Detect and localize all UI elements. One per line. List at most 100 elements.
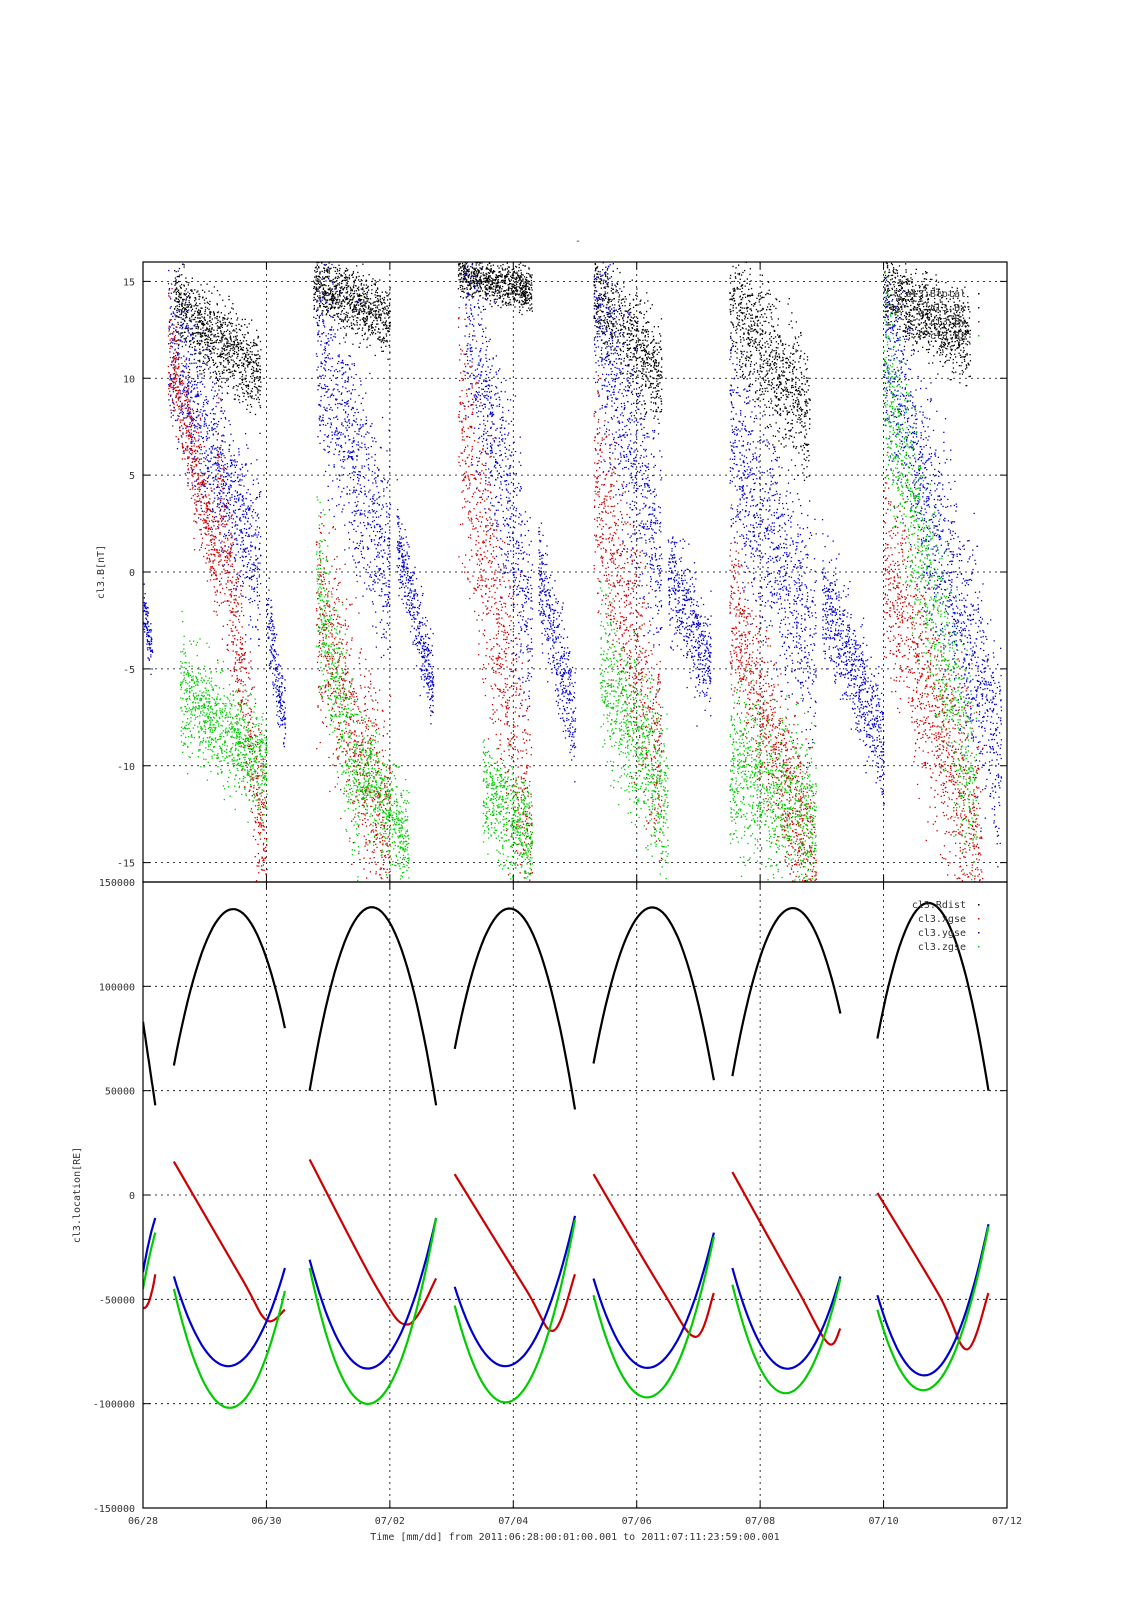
scatter-point xyxy=(490,275,491,276)
scatter-point xyxy=(807,356,808,357)
scatter-point xyxy=(740,376,741,377)
scatter-point xyxy=(313,281,314,282)
scatter-point xyxy=(189,302,190,303)
scatter-point xyxy=(315,318,316,319)
scatter-point xyxy=(633,317,634,318)
scatter-point xyxy=(344,306,345,307)
scatter-point xyxy=(179,300,180,301)
scatter-point xyxy=(323,289,324,290)
scatter-point xyxy=(480,286,481,287)
scatter-point xyxy=(240,349,241,350)
scatter-point xyxy=(463,280,464,281)
scatter-point xyxy=(207,321,208,322)
scatter-point xyxy=(364,301,365,302)
scatter-point xyxy=(918,301,919,302)
scatter-point xyxy=(494,283,495,284)
scatter-point xyxy=(257,392,258,393)
scatter-point xyxy=(256,363,257,364)
scatter-point xyxy=(195,317,196,318)
scatter-point xyxy=(368,286,369,287)
scatter-point xyxy=(751,310,752,311)
scatter-point xyxy=(620,348,621,349)
scatter-point xyxy=(743,337,744,338)
scatter-point xyxy=(789,435,790,436)
scatter-point xyxy=(616,399,617,400)
scatter-point xyxy=(359,309,360,310)
scatter-point xyxy=(905,312,906,313)
scatter-point xyxy=(243,336,244,337)
scatter-point xyxy=(742,307,743,308)
scatter-point xyxy=(211,329,212,330)
scatter-point xyxy=(966,365,967,366)
scatter-point xyxy=(196,328,197,329)
scatter-point xyxy=(257,388,258,389)
scatter-point xyxy=(224,318,225,319)
scatter-point xyxy=(257,365,258,366)
scatter-point xyxy=(603,287,604,288)
scatter-point xyxy=(745,286,746,287)
scatter-point xyxy=(635,295,636,296)
scatter-point xyxy=(219,316,220,317)
scatter-point xyxy=(383,309,384,310)
scatter-point xyxy=(375,355,376,356)
scatter-point xyxy=(366,294,367,295)
scatter-point xyxy=(525,289,526,290)
scatter-point xyxy=(780,341,781,342)
scatter-point xyxy=(746,314,747,315)
scatter-point xyxy=(318,281,319,282)
scatter-point xyxy=(658,386,659,387)
scatter-point xyxy=(214,315,215,316)
scatter-point xyxy=(352,344,353,345)
scatter-point xyxy=(612,326,613,327)
scatter-point xyxy=(804,422,805,423)
scatter-point xyxy=(220,342,221,343)
scatter-point xyxy=(637,344,638,345)
scatter-point xyxy=(222,399,223,400)
scatter-point xyxy=(901,312,902,313)
scatter-point xyxy=(376,282,377,283)
scatter-point xyxy=(508,297,509,298)
scatter-point xyxy=(750,342,751,343)
scatter-point xyxy=(502,286,503,287)
scatter-point xyxy=(926,306,927,307)
scatter-point xyxy=(223,322,224,323)
scatter-point xyxy=(224,335,225,336)
scatter-point xyxy=(471,287,472,288)
scatter-point xyxy=(653,347,654,348)
scatter-point xyxy=(596,314,597,315)
scatter-point xyxy=(913,320,914,321)
scatter-point xyxy=(770,332,771,333)
scatter-point xyxy=(529,289,530,290)
scatter-point xyxy=(745,358,746,359)
scatter-point xyxy=(463,269,464,270)
scatter-point xyxy=(197,312,198,313)
scatter-point xyxy=(481,260,482,261)
scatter-point xyxy=(255,387,256,388)
scatter-point xyxy=(176,310,177,311)
scatter-point xyxy=(772,361,773,362)
scatter-point xyxy=(341,303,342,304)
scatter-point xyxy=(361,311,362,312)
scatter-point xyxy=(221,340,222,341)
scatter-point xyxy=(510,294,511,295)
scatter-point xyxy=(656,360,657,361)
scatter-point xyxy=(747,318,748,319)
scatter-point xyxy=(740,310,741,311)
scatter-point xyxy=(207,339,208,340)
scatter-point xyxy=(218,356,219,357)
scatter-point xyxy=(749,358,750,359)
scatter-point xyxy=(182,299,183,300)
scatter-point xyxy=(357,293,358,294)
scatter-point xyxy=(787,423,788,424)
scatter-point xyxy=(649,387,650,388)
scatter-point xyxy=(496,284,497,285)
scatter-point xyxy=(504,276,505,277)
scatter-point xyxy=(604,273,605,274)
scatter-point xyxy=(186,317,187,318)
scatter-point xyxy=(237,354,238,355)
scatter-point xyxy=(659,382,660,383)
scatter-point xyxy=(358,276,359,277)
scatter-point xyxy=(519,277,520,278)
scatter-point xyxy=(178,333,179,334)
scatter-point xyxy=(603,252,604,253)
